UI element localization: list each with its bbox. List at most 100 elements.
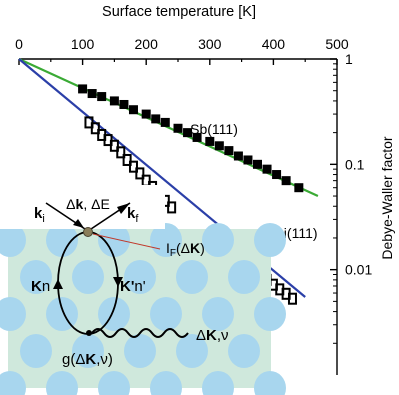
point-s0-8: [160, 117, 170, 127]
g-label: g(ΔK,ν): [62, 351, 113, 368]
phonon-wave: [91, 328, 189, 338]
lattice-dot-1: [46, 223, 78, 257]
ki-sub: i: [42, 213, 44, 225]
x-tick-label-5: 500: [325, 36, 349, 52]
if-close: ): [200, 240, 205, 256]
kf-sub: f: [135, 213, 139, 225]
lattice-dot-0: [0, 223, 26, 257]
y-tick-label-0: 1: [345, 51, 353, 67]
lattice-dot-12: [46, 297, 78, 331]
lattice-dot-18: [72, 334, 104, 368]
lattice-dot-9: [176, 260, 208, 294]
kf-label: kf: [127, 205, 139, 225]
y-axis-title: Debye-Waller factor: [379, 136, 395, 260]
point-s1-4: [109, 139, 119, 152]
x-tick-label-0: 0: [15, 36, 23, 52]
phonon-label: ΔK,ν: [196, 327, 229, 344]
g-k: K: [85, 351, 96, 368]
point-s0-16: [243, 155, 253, 165]
kn-main: K: [31, 278, 42, 295]
point-s0-3: [109, 96, 119, 106]
point-s0-20: [281, 176, 291, 186]
kn-rest: n: [42, 278, 50, 295]
if-pointer-line: [92, 233, 161, 250]
if-label: IF(ΔK): [166, 240, 205, 259]
lattice-dot-8: [124, 260, 156, 294]
lattice-dot-2: [98, 223, 130, 257]
phonon-nu: ,ν: [217, 327, 229, 344]
lattice-dot-19: [124, 334, 156, 368]
point-s1-7: [128, 160, 138, 173]
point-s0-10: [183, 128, 193, 138]
lattice-dot-25: [150, 371, 182, 395]
lattice-dot-15: [202, 297, 234, 331]
point-s1-6: [122, 153, 132, 166]
point-s0-19: [272, 170, 282, 180]
point-s0-18: [262, 164, 272, 174]
lattice-dot-4: [202, 223, 234, 257]
lattice-dot-6: [20, 260, 52, 294]
point-s0-13: [214, 141, 224, 151]
inset-lattice-dots: [0, 223, 286, 395]
kn-label: Kn: [31, 278, 50, 295]
kpn-rest: n': [134, 278, 145, 295]
lattice-dot-7: [72, 260, 104, 294]
lattice-dot-27: [254, 371, 286, 395]
phonon-delta: Δ: [196, 327, 206, 344]
g-close: ,ν): [96, 351, 113, 368]
x-ticks: 0 100 200 300 400 500: [15, 36, 349, 65]
ki-main: k: [34, 205, 43, 222]
kpn-main: K': [120, 278, 134, 295]
x-tick-label-1: 100: [71, 36, 95, 52]
delta-e-text: ΔE: [91, 196, 110, 212]
y-tick-label-2: 0.01: [345, 262, 372, 278]
point-s1-8: [135, 167, 145, 180]
point-s0-12: [205, 136, 215, 146]
kf-main: k: [127, 205, 136, 222]
point-s1-5: [116, 146, 126, 159]
phonon-vertex: [86, 330, 92, 336]
delta-k-separator: ,: [83, 196, 91, 212]
lattice-dot-24: [98, 371, 130, 395]
lattice-dot-10: [228, 260, 260, 294]
lattice-dot-14: [150, 297, 182, 331]
x-tick-label-2: 200: [135, 36, 159, 52]
x-axis-title: Surface temperature [K]: [102, 4, 256, 20]
lattice-dot-5: [254, 223, 286, 257]
lattice-dot-17: [20, 334, 52, 368]
x-tick-label-3: 300: [198, 36, 222, 52]
point-s1-1: [90, 122, 100, 135]
point-s0-6: [141, 109, 151, 119]
point-s0-7: [151, 114, 161, 124]
point-s1-20: [287, 292, 297, 305]
loop-arrow-right: [113, 277, 123, 287]
kpn-label: K'n': [120, 278, 146, 295]
phonon-k: K: [206, 327, 217, 344]
point-s0-14: [224, 146, 234, 156]
point-s0-17: [253, 159, 262, 169]
series-label-sb: Sb(111): [190, 121, 238, 137]
kf-arrowhead: [117, 203, 130, 214]
point-s0-21: [294, 183, 304, 193]
if-k: K: [190, 240, 200, 256]
lattice-dot-16: [254, 297, 286, 331]
ki-label: ki: [34, 205, 45, 225]
point-s0-5: [128, 105, 138, 115]
delta-k-delta-symbol: Δ: [66, 196, 75, 212]
if-open: (Δ: [176, 240, 190, 256]
if-sub: F: [170, 248, 176, 259]
g-open: g(Δ: [62, 351, 85, 368]
lattice-dot-21: [228, 334, 260, 368]
loop-arrow-left: [53, 279, 63, 289]
lattice-dot-23: [46, 371, 78, 395]
point-s0-4: [119, 99, 129, 109]
y-ticks: 1 0.1 0.01: [330, 51, 372, 344]
x-tick-label-4: 400: [262, 36, 286, 52]
point-s0-0: [78, 84, 88, 94]
point-s0-2: [97, 92, 107, 102]
lattice-dot-22: [0, 371, 26, 395]
point-s1-13: [167, 201, 177, 214]
lattice-dot-13: [98, 297, 130, 331]
ki-arrowhead: [73, 219, 84, 228]
